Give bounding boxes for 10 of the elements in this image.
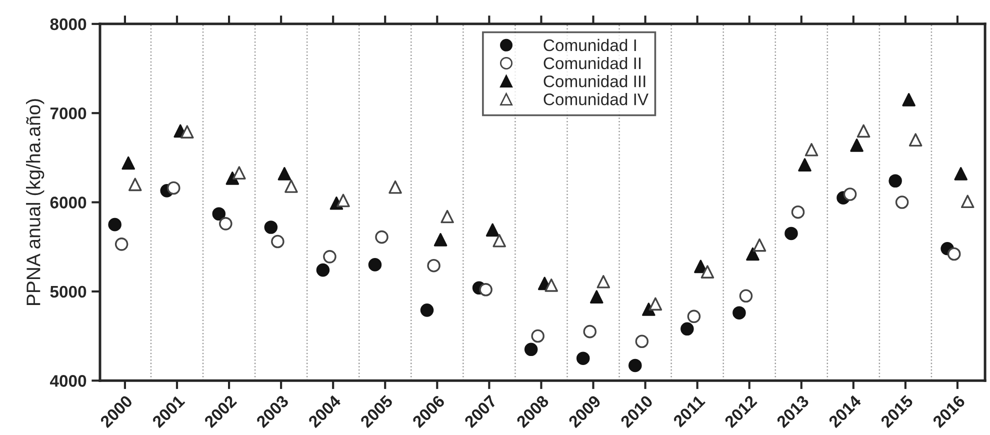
y-axis-title: PPNA anual (kg/ha.año) [26, 99, 44, 305]
legend-label: Comunidad I [544, 38, 636, 52]
legend-label: Comunidad III [544, 75, 646, 88]
y-tick-label: 8000 [50, 18, 86, 30]
y-tick-label: 6000 [50, 196, 86, 208]
y-tick-label: 5000 [50, 286, 86, 298]
y-tick-label: 4000 [50, 375, 86, 387]
legend-label: Comunidad IV [544, 93, 648, 106]
y-tick-label: 7000 [50, 108, 86, 120]
legend-label: Comunidad II [544, 56, 641, 70]
